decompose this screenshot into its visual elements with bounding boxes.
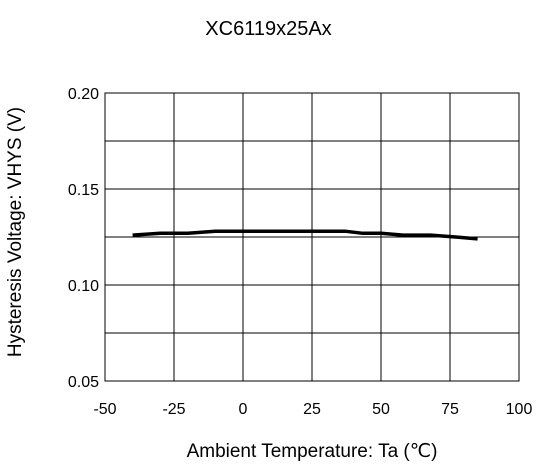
y-tick-label: 0.20 bbox=[68, 86, 99, 103]
series-line bbox=[132, 229, 478, 241]
x-tick-label: 100 bbox=[506, 401, 533, 418]
y-tick-label: 0.10 bbox=[68, 278, 99, 295]
x-tick-label: -25 bbox=[162, 401, 185, 418]
y-tick-label: 0.15 bbox=[68, 182, 99, 199]
x-axis-label: Ambient Temperature: Ta (℃) bbox=[186, 441, 438, 462]
x-tick-label: -50 bbox=[93, 401, 116, 418]
x-tick-label: 75 bbox=[441, 401, 459, 418]
chart-title: XC6119x25Ax bbox=[205, 18, 332, 40]
x-tick-label: 50 bbox=[372, 401, 390, 418]
y-tick-label: 0.05 bbox=[68, 374, 99, 391]
x-tick-label: 0 bbox=[239, 401, 248, 418]
x-tick-label: 25 bbox=[303, 401, 321, 418]
